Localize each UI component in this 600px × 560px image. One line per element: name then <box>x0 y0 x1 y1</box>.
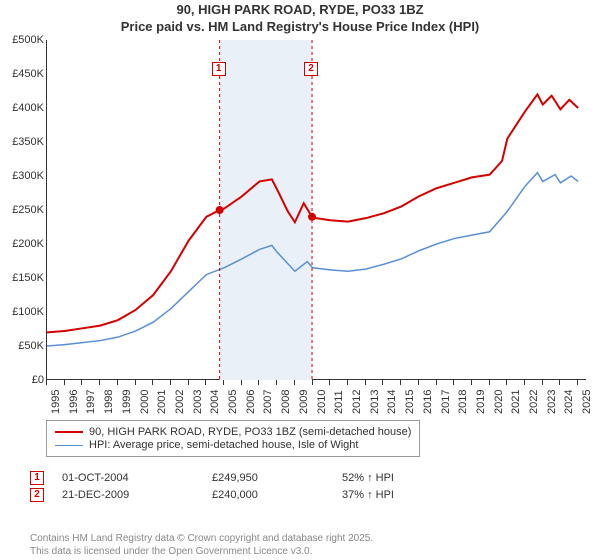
x-tick-label: 2020 <box>493 390 505 414</box>
x-tick-label: 1997 <box>85 390 97 414</box>
title-line-2: Price paid vs. HM Land Registry's House … <box>0 19 600 36</box>
y-tick-label: £350K <box>2 136 44 148</box>
x-tick-label: 2017 <box>440 390 452 414</box>
attribution-line-2: This data is licensed under the Open Gov… <box>30 546 373 559</box>
x-tick-label: 2004 <box>209 390 221 414</box>
event-date-2: 21-DEC-2009 <box>62 489 212 501</box>
x-tick-label: 2010 <box>316 390 328 414</box>
x-tick-label: 2024 <box>563 390 575 414</box>
x-tick-label: 2011 <box>333 390 345 414</box>
y-tick-label: £450K <box>2 68 44 80</box>
x-tick-label: 2015 <box>404 390 416 414</box>
x-tick-label: 2005 <box>227 390 239 414</box>
x-tick-label: 2014 <box>386 390 398 414</box>
chart-lines <box>47 40 587 380</box>
x-tick-label: 2021 <box>510 390 522 414</box>
x-tick-label: 2013 <box>369 390 381 414</box>
y-tick-label: £0 <box>2 374 44 386</box>
x-tick-label: 2008 <box>280 390 292 414</box>
x-tick-label: 2019 <box>475 390 487 414</box>
event-marker-1: 1 <box>30 471 44 485</box>
x-tick-label: 2025 <box>581 390 593 414</box>
event-table: 1 01-OCT-2004 £249,950 52% ↑ HPI 2 21-DE… <box>30 468 492 505</box>
x-tick-label: 2022 <box>528 390 540 414</box>
event-price-2: £240,000 <box>212 489 342 501</box>
y-tick-label: £250K <box>2 204 44 216</box>
title-line-1: 90, HIGH PARK ROAD, RYDE, PO33 1BZ <box>0 2 600 19</box>
chart-title: 90, HIGH PARK ROAD, RYDE, PO33 1BZ Price… <box>0 0 600 36</box>
x-tick-label: 2001 <box>156 390 168 414</box>
y-tick-label: £300K <box>2 170 44 182</box>
x-tick-label: 2016 <box>422 390 434 414</box>
x-tick-label: 2006 <box>245 390 257 414</box>
event-diff-2: 37% ↑ HPI <box>342 489 492 501</box>
event-diff-1: 52% ↑ HPI <box>342 472 492 484</box>
x-tick-label: 2012 <box>351 390 363 414</box>
attribution-line-1: Contains HM Land Registry data © Crown c… <box>30 533 373 546</box>
event-date-1: 01-OCT-2004 <box>62 472 212 484</box>
x-tick-label: 1996 <box>68 390 80 414</box>
event-dot <box>216 206 224 214</box>
x-tick-label: 2009 <box>298 390 310 414</box>
y-tick-label: £150K <box>2 272 44 284</box>
y-tick-label: £50K <box>2 340 44 352</box>
x-tick-label: 2002 <box>174 390 186 414</box>
x-tick-label: 1998 <box>103 390 115 414</box>
x-tick-label: 2003 <box>192 390 204 414</box>
legend-swatch-price <box>55 431 83 433</box>
legend-label-price: 90, HIGH PARK ROAD, RYDE, PO33 1BZ (semi… <box>89 426 411 438</box>
x-tick-label: 2000 <box>139 390 151 414</box>
attribution: Contains HM Land Registry data © Crown c… <box>30 533 373 558</box>
event-row-1: 1 01-OCT-2004 £249,950 52% ↑ HPI <box>30 471 492 485</box>
legend-item-hpi: HPI: Average price, semi-detached house,… <box>55 439 411 451</box>
x-tick-label: 2007 <box>262 390 274 414</box>
x-tick-label: 1995 <box>50 390 62 414</box>
event-plot-marker: 1 <box>212 62 226 76</box>
legend-swatch-hpi <box>55 445 83 446</box>
legend-item-price: 90, HIGH PARK ROAD, RYDE, PO33 1BZ (semi… <box>55 426 411 438</box>
event-dot <box>308 213 316 221</box>
plot-area <box>46 40 586 380</box>
y-tick-label: £200K <box>2 238 44 250</box>
x-tick-label: 2023 <box>546 390 558 414</box>
legend: 90, HIGH PARK ROAD, RYDE, PO33 1BZ (semi… <box>46 420 420 457</box>
event-plot-marker: 2 <box>304 62 318 76</box>
y-tick-label: £400K <box>2 102 44 114</box>
y-tick-label: £100K <box>2 306 44 318</box>
event-row-2: 2 21-DEC-2009 £240,000 37% ↑ HPI <box>30 488 492 502</box>
event-marker-2: 2 <box>30 488 44 502</box>
legend-label-hpi: HPI: Average price, semi-detached house,… <box>89 439 358 451</box>
y-tick-label: £500K <box>2 34 44 46</box>
event-price-1: £249,950 <box>212 472 342 484</box>
x-tick-label: 1999 <box>121 390 133 414</box>
series-line <box>47 173 578 346</box>
x-tick-label: 2018 <box>457 390 469 414</box>
chart-container: 90, HIGH PARK ROAD, RYDE, PO33 1BZ Price… <box>0 0 600 560</box>
